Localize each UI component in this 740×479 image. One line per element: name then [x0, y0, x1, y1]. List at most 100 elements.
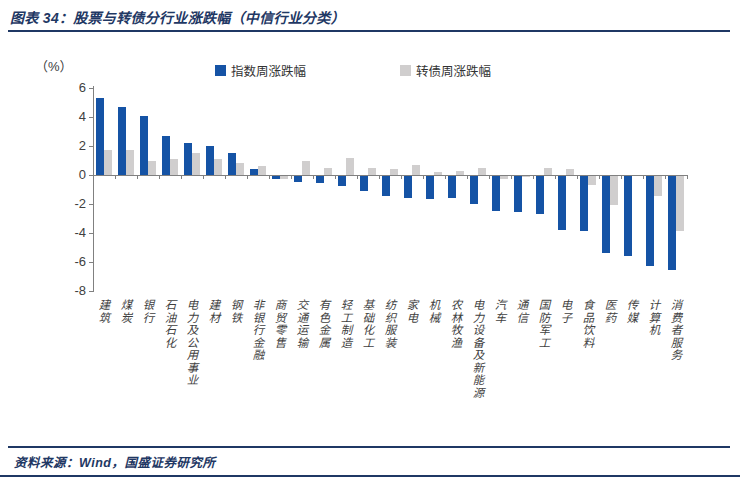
x-axis-tick — [643, 175, 644, 179]
x-axis-tick — [665, 175, 666, 179]
index-bar — [140, 116, 148, 175]
cb-bar — [456, 171, 464, 175]
x-axis-line — [93, 175, 687, 176]
report-figure: 图表 34：股票与转债分行业涨跌幅（中信行业分类） （%） 指数周涨跌幅 转债周… — [0, 0, 740, 479]
x-axis-tick — [577, 175, 578, 179]
cb-bar — [566, 169, 574, 175]
y-axis-tick-label: 0 — [52, 167, 86, 182]
x-axis-tick — [203, 175, 204, 179]
x-axis-tick — [533, 175, 534, 179]
x-axis-label: 计算机 — [647, 299, 659, 337]
x-axis-label: 非银行金融 — [251, 299, 263, 362]
x-axis-tick — [621, 175, 622, 179]
y-axis-tick — [89, 291, 93, 292]
x-axis-label: 建材 — [207, 299, 219, 324]
index-bar — [206, 146, 214, 175]
index-bar — [250, 169, 258, 175]
cb-bar — [544, 168, 552, 175]
x-axis-label: 商贸零售 — [273, 299, 285, 349]
cb-bar — [610, 176, 618, 205]
y-axis-tick-label: 4 — [52, 109, 86, 124]
index-bar — [514, 176, 522, 212]
index-bar — [316, 176, 324, 183]
cb-bar — [500, 176, 508, 179]
cb-bar — [676, 176, 684, 231]
cb-bar — [390, 169, 398, 175]
cb-bar — [192, 153, 200, 175]
cb-bar — [478, 168, 486, 175]
cb-bar — [346, 158, 354, 175]
y-axis-line — [93, 86, 94, 292]
index-bar — [580, 176, 588, 231]
x-axis-label: 农林牧渔 — [449, 299, 461, 349]
index-bar — [228, 153, 236, 175]
x-axis-label: 煤炭 — [119, 299, 131, 324]
cb-bar — [434, 172, 442, 175]
x-axis-tick — [445, 175, 446, 179]
cb-bar — [302, 161, 310, 176]
x-axis-label: 汽车 — [493, 299, 505, 324]
y-axis-tick-label: 2 — [52, 138, 86, 153]
x-axis-tick — [599, 175, 600, 179]
index-bar — [294, 176, 302, 182]
x-axis-tick — [137, 175, 138, 179]
x-axis-label: 轻工制造 — [339, 299, 351, 349]
cb-bar — [654, 176, 662, 196]
cb-bar — [258, 166, 266, 175]
source-note: 资料来源：Wind，国盛证券研究所 — [14, 452, 215, 471]
index-bar — [448, 176, 456, 198]
x-axis-label: 有色金属 — [317, 299, 329, 349]
cb-bar — [280, 176, 288, 179]
cb-bar — [126, 150, 134, 175]
y-axis-tick-label: -6 — [52, 254, 86, 269]
y-axis-tick-label: -4 — [52, 225, 86, 240]
y-axis-tick — [89, 146, 93, 147]
index-bar — [382, 176, 390, 196]
x-axis-tick — [269, 175, 270, 179]
x-axis-tick — [489, 175, 490, 179]
x-axis-label: 消费者服务 — [669, 299, 681, 362]
x-axis-label: 电力及公用事业 — [185, 299, 197, 387]
index-bar — [360, 176, 368, 191]
y-axis-tick-label: -2 — [52, 196, 86, 211]
index-bar — [602, 176, 610, 253]
index-bar — [492, 176, 500, 211]
y-axis-tick — [89, 88, 93, 89]
cb-bar — [522, 176, 530, 177]
cb-bar — [170, 159, 178, 175]
x-axis-tick — [115, 175, 116, 179]
x-axis-label: 电力设备及新能源 — [471, 299, 483, 399]
x-axis-label: 基础化工 — [361, 299, 373, 349]
cb-bar — [368, 168, 376, 175]
x-axis-label: 建筑 — [97, 299, 109, 324]
y-axis-tick — [89, 204, 93, 205]
x-axis-label: 电子 — [559, 299, 571, 324]
x-axis-tick — [467, 175, 468, 179]
x-axis-label: 银行 — [141, 299, 153, 324]
cb-bar — [104, 150, 112, 175]
x-axis-tick — [313, 175, 314, 179]
cb-bar — [324, 168, 332, 175]
index-bar — [624, 176, 632, 256]
x-axis-label: 钢铁 — [229, 299, 241, 324]
x-axis-tick — [291, 175, 292, 179]
x-axis-label: 石油石化 — [163, 299, 175, 349]
footer-rule — [8, 446, 730, 448]
index-bar — [96, 98, 104, 175]
index-bar — [558, 176, 566, 230]
y-axis-tick-label: 6 — [52, 80, 86, 95]
x-axis-tick — [511, 175, 512, 179]
cb-bar — [236, 163, 244, 175]
cb-bar — [588, 176, 596, 185]
x-axis-tick — [687, 175, 688, 179]
index-bar — [426, 176, 434, 199]
index-bar — [668, 176, 676, 270]
x-axis-label: 机械 — [427, 299, 439, 324]
x-axis-tick — [357, 175, 358, 179]
y-axis-tick — [89, 233, 93, 234]
index-bar — [184, 143, 192, 175]
y-axis-tick — [89, 262, 93, 263]
x-axis-tick — [335, 175, 336, 179]
index-bar — [272, 176, 280, 179]
x-axis-tick — [379, 175, 380, 179]
